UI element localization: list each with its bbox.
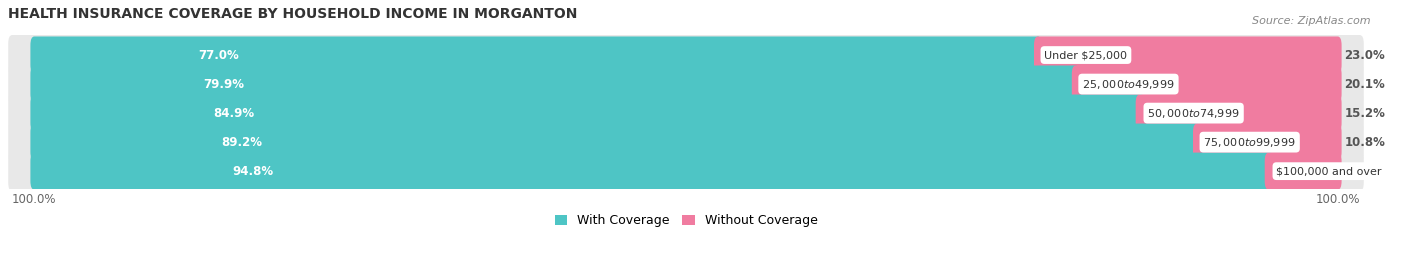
- FancyBboxPatch shape: [1194, 123, 1341, 161]
- Text: Source: ZipAtlas.com: Source: ZipAtlas.com: [1253, 16, 1371, 26]
- Text: 15.2%: 15.2%: [1344, 107, 1385, 120]
- FancyBboxPatch shape: [31, 66, 1080, 103]
- Legend: With Coverage, Without Coverage: With Coverage, Without Coverage: [550, 210, 823, 232]
- FancyBboxPatch shape: [31, 37, 1042, 74]
- FancyBboxPatch shape: [8, 64, 1364, 104]
- FancyBboxPatch shape: [31, 153, 1274, 190]
- Text: 23.0%: 23.0%: [1344, 48, 1385, 62]
- FancyBboxPatch shape: [1033, 37, 1341, 74]
- FancyBboxPatch shape: [8, 93, 1364, 133]
- Text: 79.9%: 79.9%: [204, 77, 245, 91]
- Text: $25,000 to $49,999: $25,000 to $49,999: [1083, 77, 1174, 91]
- Text: 94.8%: 94.8%: [232, 165, 274, 178]
- Text: Under $25,000: Under $25,000: [1045, 50, 1128, 60]
- Text: 77.0%: 77.0%: [198, 48, 239, 62]
- FancyBboxPatch shape: [8, 151, 1364, 191]
- FancyBboxPatch shape: [8, 122, 1364, 162]
- Text: 89.2%: 89.2%: [222, 136, 263, 149]
- FancyBboxPatch shape: [31, 123, 1201, 161]
- FancyBboxPatch shape: [1265, 153, 1341, 190]
- Text: 20.1%: 20.1%: [1344, 77, 1385, 91]
- FancyBboxPatch shape: [1071, 66, 1341, 103]
- Text: $50,000 to $74,999: $50,000 to $74,999: [1147, 107, 1240, 120]
- Text: HEALTH INSURANCE COVERAGE BY HOUSEHOLD INCOME IN MORGANTON: HEALTH INSURANCE COVERAGE BY HOUSEHOLD I…: [8, 7, 578, 21]
- Text: 10.8%: 10.8%: [1344, 136, 1385, 149]
- Text: 84.9%: 84.9%: [214, 107, 254, 120]
- Text: $100,000 and over: $100,000 and over: [1277, 166, 1382, 176]
- FancyBboxPatch shape: [31, 94, 1144, 132]
- Text: $75,000 to $99,999: $75,000 to $99,999: [1204, 136, 1296, 149]
- Text: 5.3%: 5.3%: [1344, 165, 1376, 178]
- FancyBboxPatch shape: [8, 35, 1364, 75]
- FancyBboxPatch shape: [1136, 94, 1341, 132]
